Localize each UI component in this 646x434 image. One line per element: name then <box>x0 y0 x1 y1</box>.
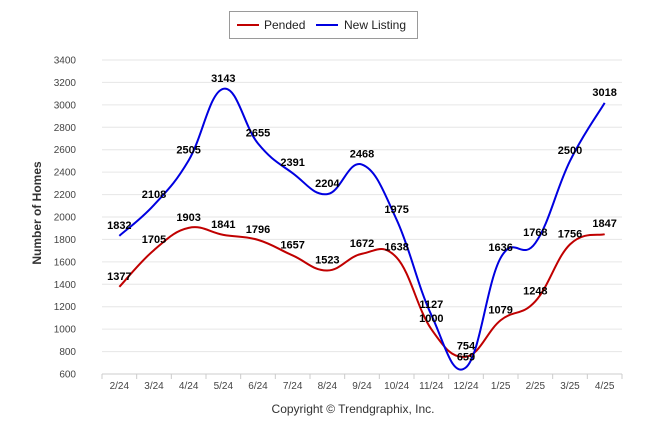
series-line-pended <box>118 226 605 358</box>
data-label-pended: 1657 <box>280 239 304 251</box>
y-axis-ticks: 600 800 1000 1200 1400 1600 1800 2000 2200 2400 26… <box>54 56 77 381</box>
data-label-pended: 1377 <box>107 271 131 283</box>
data-label-pended: 1523 <box>315 254 339 266</box>
data-label-pended: 1000 <box>419 313 443 325</box>
legend: Pended New Listing <box>229 11 418 39</box>
data-label-new-listing: 659 <box>457 351 475 363</box>
series-lines <box>118 87 606 371</box>
data-label-pended: 1756 <box>558 228 582 240</box>
y-tick-label: 1600 <box>54 257 77 268</box>
data-label-new-listing: 2204 <box>315 178 340 190</box>
x-tick-label: 10/24 <box>384 381 409 392</box>
legend-label: New Listing <box>344 18 406 32</box>
y-tick-label: 1000 <box>54 325 77 336</box>
data-label-new-listing: 2505 <box>176 144 200 156</box>
legend-label: Pended <box>264 18 305 32</box>
data-label-new-listing: 1127 <box>419 299 443 311</box>
y-tick-label: 3200 <box>54 78 77 89</box>
gridlines <box>102 59 622 375</box>
x-tick-label: 1/25 <box>491 381 511 392</box>
y-tick-label: 3000 <box>54 100 77 111</box>
x-tick-label: 3/24 <box>144 381 164 392</box>
data-label-new-listing: 2655 <box>246 128 270 140</box>
y-tick-label: 2200 <box>54 190 77 201</box>
y-tick-label: 3400 <box>54 56 77 67</box>
x-tick-label: 9/24 <box>352 381 372 392</box>
y-tick-label: 2600 <box>54 145 77 156</box>
y-tick-label: 1400 <box>54 280 77 291</box>
data-label-new-listing: 2500 <box>558 145 582 157</box>
data-label-pended: 1248 <box>523 285 547 297</box>
y-axis-label: Number of Homes <box>30 161 44 265</box>
y-tick-label: 1800 <box>54 235 77 246</box>
series-line-new-listing <box>118 87 606 371</box>
data-label-new-listing: 1768 <box>523 227 547 239</box>
x-tick-label: 4/24 <box>179 381 199 392</box>
data-label-pended: 1638 <box>384 242 408 254</box>
x-tick-label: 6/24 <box>248 381 268 392</box>
data-label-new-listing: 2468 <box>350 149 374 161</box>
data-label-new-listing: 1975 <box>384 204 408 216</box>
x-tick-label: 3/25 <box>560 381 580 392</box>
x-tick-label: 4/25 <box>595 381 615 392</box>
data-label-pended: 1079 <box>488 304 512 316</box>
x-tick-label: 8/24 <box>318 381 338 392</box>
x-tick-label: 5/24 <box>214 381 234 392</box>
data-labels: 1377 1705 1903 1841 1796 1657 1523 1672 1638 1000… <box>107 73 617 364</box>
data-label-pended: 1672 <box>350 238 374 250</box>
x-tick-label: 7/24 <box>283 381 303 392</box>
y-tick-label: 600 <box>59 370 76 381</box>
x-tick-label: 11/24 <box>419 381 444 392</box>
data-label-new-listing: 2108 <box>142 189 166 201</box>
x-tick-label: 2/25 <box>526 381 546 392</box>
y-tick-label: 2000 <box>54 213 77 224</box>
data-label-pended: 1841 <box>211 219 235 231</box>
data-label-pended: 1796 <box>246 224 270 236</box>
data-label-new-listing: 3143 <box>211 73 235 85</box>
data-label-new-listing: 1832 <box>107 220 131 232</box>
y-tick-label: 1200 <box>54 302 77 313</box>
data-label-pended: 1903 <box>176 212 200 224</box>
x-tick-label: 12/24 <box>453 381 478 392</box>
data-label-new-listing: 3018 <box>592 87 616 99</box>
data-label-new-listing: 2391 <box>280 157 304 169</box>
x-tick-label: 2/24 <box>110 381 130 392</box>
data-label-pended: 754 <box>457 341 476 353</box>
y-tick-label: 2400 <box>54 168 77 179</box>
data-label-new-listing: 1636 <box>488 242 512 254</box>
y-tick-label: 2800 <box>54 123 77 134</box>
x-axis-ticks: 2/24 3/24 4/24 5/24 6/24 7/24 8/24 9/24 10/24 11/… <box>101 374 623 392</box>
copyright-footer: Copyright © Trendgraphix, Inc. <box>272 402 435 416</box>
data-label-pended: 1847 <box>592 218 616 230</box>
data-label-pended: 1705 <box>142 234 166 246</box>
y-tick-label: 800 <box>59 347 76 358</box>
